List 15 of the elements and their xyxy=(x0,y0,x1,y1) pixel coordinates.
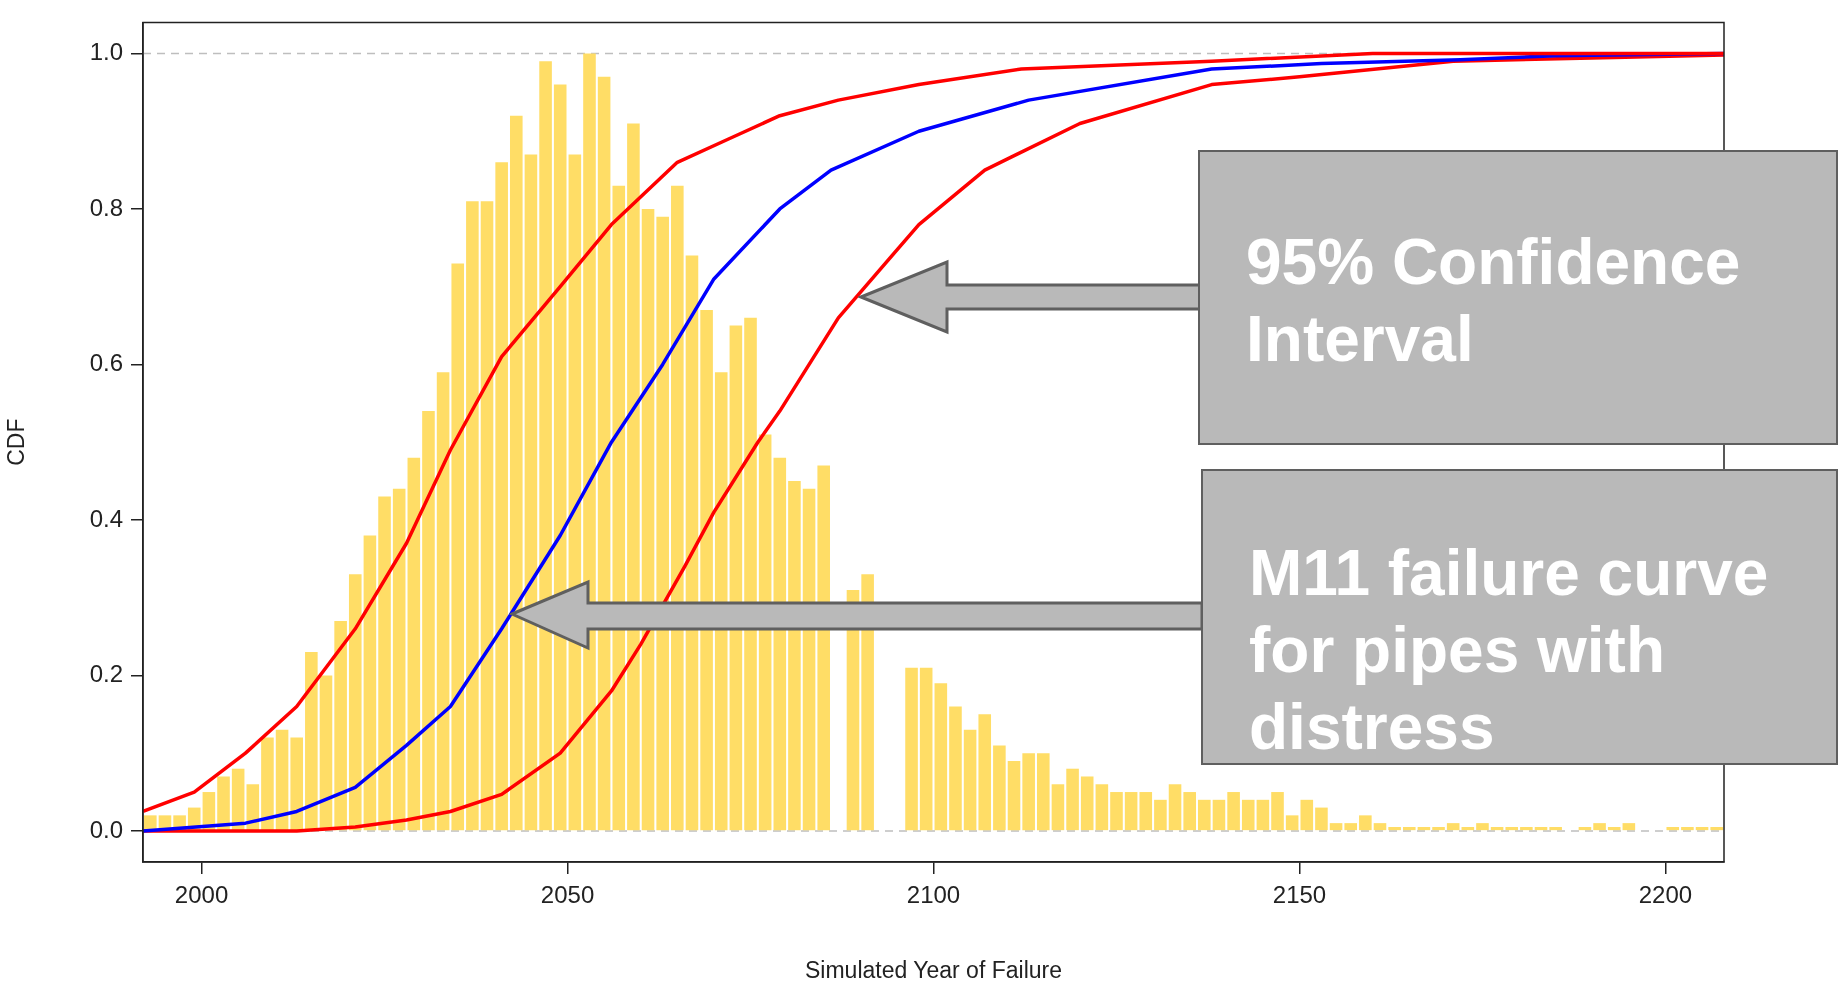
x-tick-label: 2100 xyxy=(906,881,961,909)
y-tick-label: 0.8 xyxy=(89,193,123,221)
y-tick-label: 0.4 xyxy=(89,504,123,532)
x-tick-label: 2200 xyxy=(1638,881,1693,909)
x-tick-label: 2150 xyxy=(1272,881,1327,909)
y-axis-title: CDF xyxy=(3,418,30,466)
x-tick-label: 2050 xyxy=(540,881,595,909)
y-tick-label: 1.0 xyxy=(89,38,123,66)
callout-box: 95% Confidence Interval xyxy=(1198,150,1838,445)
x-axis-title: Simulated Year of Failure xyxy=(805,956,1062,983)
y-tick-label: 0.6 xyxy=(89,349,123,377)
y-tick-label: 0.0 xyxy=(89,815,123,843)
x-tick-label: 2000 xyxy=(174,881,229,909)
y-tick-label: 0.2 xyxy=(89,660,123,688)
callout-box: M11 failure curve for pipes with distress xyxy=(1201,469,1838,765)
